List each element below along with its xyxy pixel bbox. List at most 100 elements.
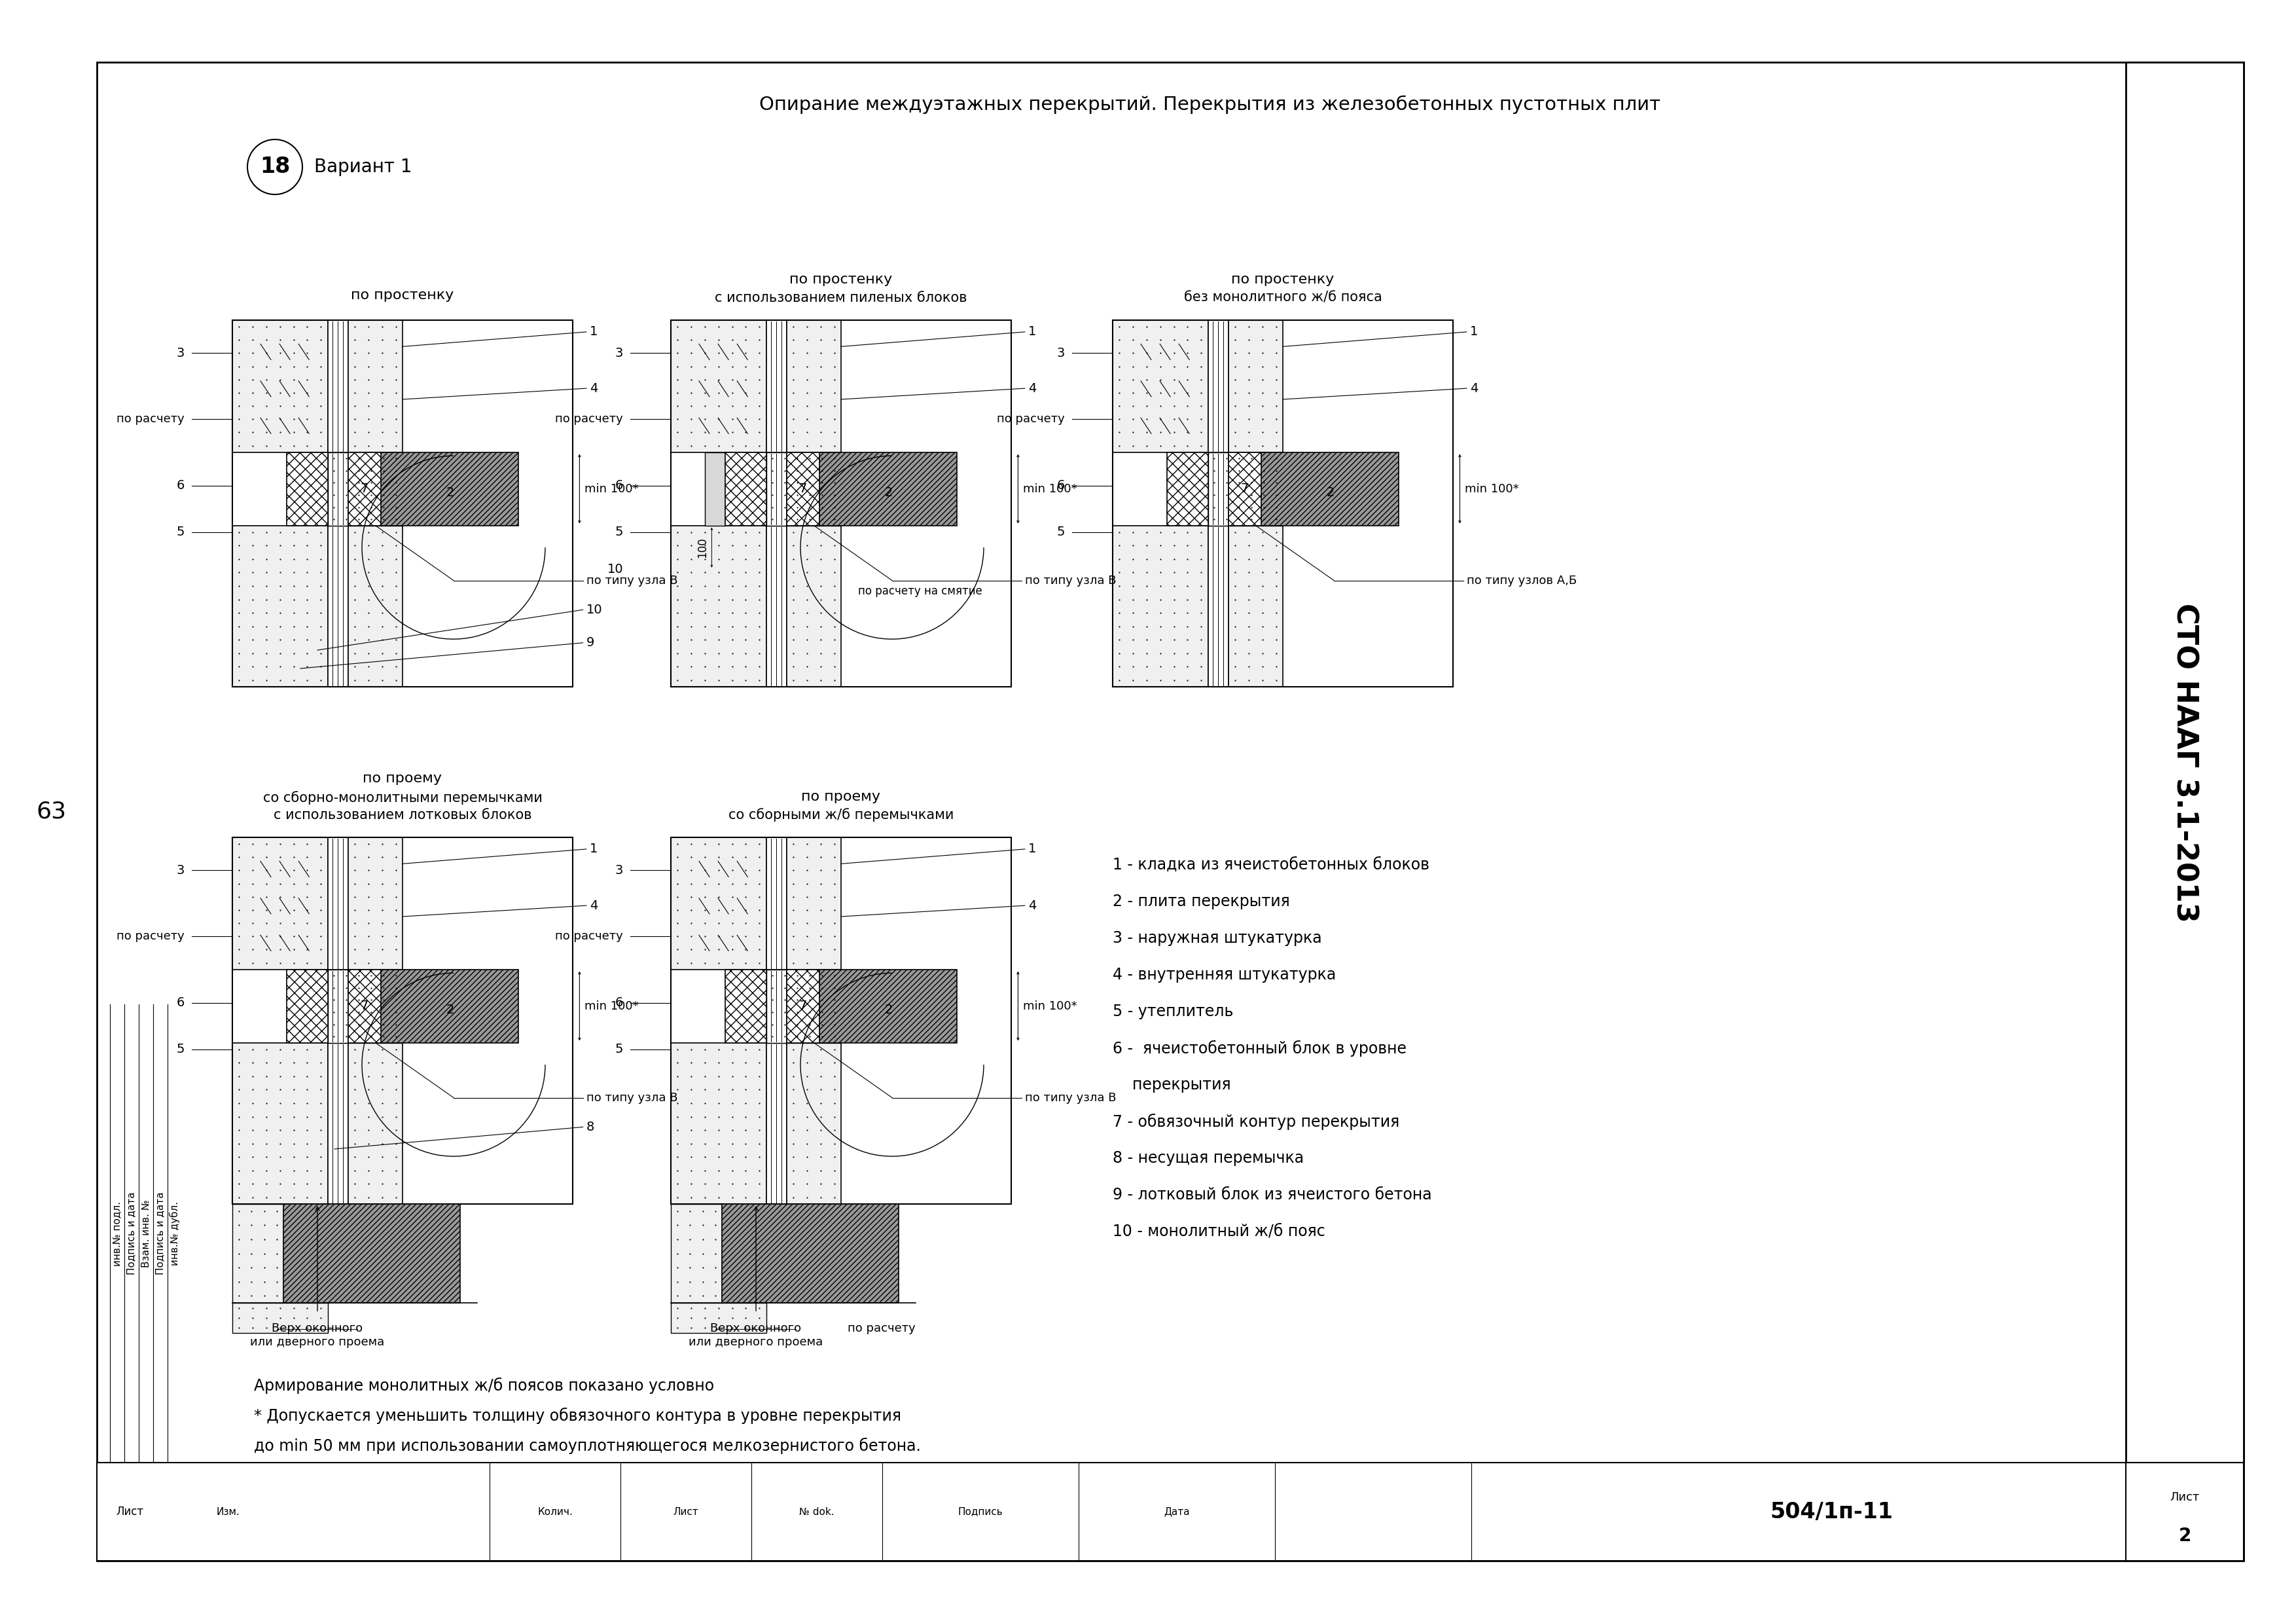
Text: 7: 7: [360, 482, 367, 495]
Bar: [670, 320, 1010, 687]
Text: Лист: Лист: [673, 1506, 698, 1516]
Bar: [1228, 320, 1283, 453]
Text: по проему: по проему: [363, 773, 443, 786]
Text: без монолитного ж/б пояса: без монолитного ж/б пояса: [1185, 292, 1382, 305]
Bar: [328, 837, 349, 969]
Bar: [1208, 320, 1228, 453]
Text: min 100*: min 100*: [585, 484, 638, 495]
Text: Вариант 1: Вариант 1: [315, 157, 411, 177]
Bar: [232, 1204, 282, 1303]
Bar: [788, 969, 957, 1042]
Text: Подпись: Подпись: [957, 1506, 1003, 1516]
Text: Подпись и дата: Подпись и дата: [156, 1191, 165, 1276]
Bar: [670, 837, 1010, 1204]
Text: инв.№ подл.: инв.№ подл.: [113, 1201, 122, 1266]
Text: по расчету на смятие: по расчету на смятие: [859, 586, 983, 597]
Bar: [349, 969, 381, 1042]
Text: 7: 7: [799, 1000, 806, 1013]
Bar: [1228, 526, 1283, 687]
Text: 4: 4: [1029, 381, 1035, 394]
Text: Лист: Лист: [2170, 1492, 2200, 1503]
Text: 2: 2: [2179, 1527, 2190, 1545]
Text: min 100*: min 100*: [1024, 484, 1077, 495]
Bar: [328, 453, 349, 526]
Bar: [232, 1042, 328, 1204]
Bar: [767, 526, 788, 687]
Text: * Допускается уменьшить толщину обвязочного контура в уровне перекрытия: * Допускается уменьшить толщину обвязочн…: [255, 1407, 902, 1423]
Text: 4 - внутренняя штукатурка: 4 - внутренняя штукатурка: [1114, 967, 1336, 982]
Bar: [670, 320, 767, 453]
Bar: [349, 453, 381, 526]
Bar: [328, 526, 349, 687]
Text: Изм.: Изм.: [216, 1506, 239, 1516]
Text: Лист: Лист: [115, 1506, 142, 1518]
Bar: [96, 1462, 2243, 1561]
Text: 7: 7: [799, 482, 806, 495]
Bar: [328, 320, 349, 453]
Bar: [767, 969, 840, 1042]
Bar: [349, 320, 402, 453]
Text: 3: 3: [615, 863, 622, 876]
Bar: [726, 969, 767, 1042]
Text: 3: 3: [177, 863, 184, 876]
Bar: [1114, 526, 1208, 687]
Text: 1 - кладка из ячеистобетонных блоков: 1 - кладка из ячеистобетонных блоков: [1114, 857, 1430, 873]
Text: 1: 1: [1469, 326, 1479, 338]
Bar: [328, 969, 402, 1042]
Bar: [287, 969, 328, 1042]
Bar: [788, 453, 820, 526]
Bar: [1228, 453, 1261, 526]
Bar: [287, 453, 328, 526]
Text: 6: 6: [177, 997, 184, 1010]
Text: 2: 2: [445, 1003, 455, 1016]
Bar: [349, 453, 519, 526]
Text: по типу узла В: по типу узла В: [1024, 1092, 1116, 1104]
Text: до min 50 мм при использовании самоуплотняющегося мелкозернистого бетона.: до min 50 мм при использовании самоуплот…: [255, 1438, 921, 1454]
Bar: [767, 969, 788, 1042]
Text: 6: 6: [615, 479, 622, 492]
Bar: [788, 1042, 840, 1204]
Text: Дата: Дата: [1164, 1506, 1189, 1516]
Text: по расчету: по расчету: [556, 414, 622, 425]
Text: 4: 4: [1469, 381, 1479, 394]
Text: по проему: по проему: [801, 790, 882, 803]
Text: 10: 10: [606, 563, 622, 576]
Text: 6: 6: [177, 479, 184, 492]
Text: по простенку: по простенку: [351, 289, 455, 302]
Bar: [767, 1042, 788, 1204]
Text: 10: 10: [585, 604, 602, 617]
Bar: [670, 1303, 767, 1332]
Text: min 100*: min 100*: [1024, 1000, 1077, 1011]
Text: Армирование монолитных ж/б поясов показано условно: Армирование монолитных ж/б поясов показа…: [255, 1378, 714, 1394]
Bar: [767, 453, 840, 526]
Bar: [767, 837, 788, 969]
Text: 4: 4: [590, 381, 597, 394]
Bar: [788, 969, 820, 1042]
Bar: [1166, 453, 1208, 526]
Bar: [670, 1204, 721, 1303]
Text: 6: 6: [1056, 479, 1065, 492]
Text: ____________________: ____________________: [714, 1321, 797, 1329]
Text: 5: 5: [1056, 526, 1065, 539]
Text: 3: 3: [615, 347, 622, 359]
Text: 2: 2: [1327, 487, 1334, 498]
Text: 6: 6: [615, 997, 622, 1010]
Text: 1: 1: [590, 326, 597, 338]
Bar: [670, 837, 767, 969]
Text: 63: 63: [37, 800, 67, 823]
Bar: [349, 837, 402, 969]
Text: по типу узла В: по типу узла В: [1024, 575, 1116, 586]
Bar: [232, 1303, 328, 1332]
Text: Верх оконного
или дверного проема: Верх оконного или дверного проема: [250, 1323, 386, 1349]
Text: 2: 2: [445, 487, 455, 498]
Bar: [721, 1204, 900, 1303]
Text: min 100*: min 100*: [585, 1000, 638, 1011]
Bar: [788, 320, 840, 453]
Text: с использованием пиленых блоков: с использованием пиленых блоков: [714, 292, 967, 305]
Bar: [705, 453, 726, 526]
Text: Колич.: Колич.: [537, 1506, 572, 1516]
Text: Опирание междуэтажных перекрытий. Перекрытия из железобетонных пустотных плит: Опирание междуэтажных перекрытий. Перекр…: [760, 96, 1660, 114]
Bar: [767, 320, 788, 453]
Text: 1: 1: [590, 842, 597, 855]
Bar: [328, 453, 402, 526]
